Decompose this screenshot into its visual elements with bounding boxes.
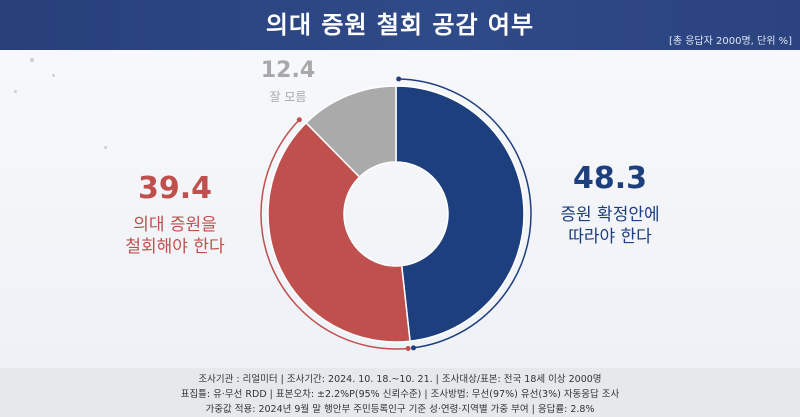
page-title: 의대 증원 철회 공감 여부 [265, 11, 535, 39]
slice-label-agree-confirmed: 48.3 증원 확정안에 따라야 한다 [525, 162, 695, 248]
bracket-arc-withdraw [260, 119, 409, 350]
slice-value-label: 39.4 [137, 171, 213, 206]
header-bar: 의대 증원 철회 공감 여부 [총 응답자 2000명, 단위 %] [0, 0, 800, 50]
slice-value-label: 48.3 [572, 161, 648, 196]
donut-slice-withdraw [267, 121, 411, 343]
slice-category-label: 의대 증원을 [133, 215, 217, 235]
footer-line: 조사기관 : 리얼미터 | 조사기간: 2024. 10. 18.~10. 21… [198, 374, 602, 385]
bracket-endpoint [405, 345, 411, 351]
bracket-arc-agree-confirmed [398, 78, 532, 349]
slice-category-label: 따라야 한다 [568, 227, 652, 247]
donut-chart [260, 76, 532, 351]
footer-line: 표집틀: 유·무선 RDD | 표본오차: ±2.2%P(95% 신뢰수준) |… [180, 389, 620, 400]
decorative-dot [30, 58, 34, 62]
survey-footer: 조사기관 : 리얼미터 | 조사기간: 2024. 10. 18.~10. 21… [0, 368, 800, 417]
decorative-dot [104, 146, 107, 149]
decorative-dot [52, 74, 55, 77]
bracket-endpoint [410, 345, 416, 351]
slice-category-label: 증원 확정안에 [560, 205, 660, 225]
slice-category-label: 잘 모름 [269, 90, 307, 104]
slice-value-label: 12.4 [260, 58, 316, 83]
donut-slice-agree-confirmed [395, 85, 525, 343]
bracket-endpoint [396, 76, 402, 82]
donut-slice-unsure [305, 85, 397, 179]
slice-category-label: 철회해야 한다 [125, 237, 225, 257]
chart-area: 48.3 증원 확정안에 따라야 한다 39.4 의대 증원을 철회해야 한다 … [0, 50, 800, 368]
decorative-dot [14, 90, 17, 93]
sample-note: [총 응답자 2000명, 단위 %] [668, 36, 792, 47]
footer-line: 가중값 적용: 2024년 9월 말 행안부 주민등록인구 기준 성·연령·지역… [205, 404, 595, 415]
bracket-endpoint [296, 117, 302, 123]
slice-label-unsure: 12.4 잘 모름 [248, 58, 328, 105]
slice-label-withdraw: 39.4 의대 증원을 철회해야 한다 [95, 172, 255, 258]
